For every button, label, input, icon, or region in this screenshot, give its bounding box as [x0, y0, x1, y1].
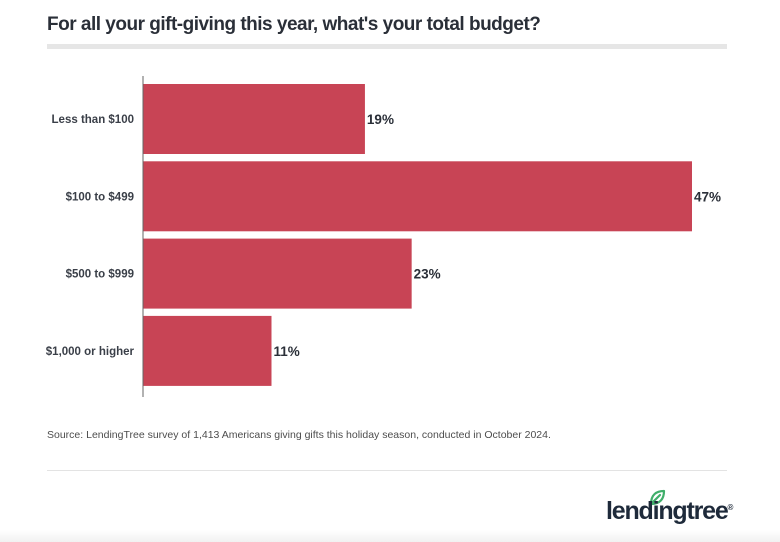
source-note: Source: LendingTree survey of 1,413 Amer…	[47, 429, 551, 441]
category-label-2: $500 to $999	[66, 269, 134, 281]
value-label-1: 47%	[694, 189, 721, 204]
bar-0	[143, 84, 365, 154]
bar-chart: Less than $100 19% $100 to $499 47% $500 to …	[46, 76, 721, 397]
category-label-3: $1,000 or higher	[46, 346, 135, 358]
lendingtree-logo: lendingtree®	[606, 497, 733, 526]
category-label-0: Less than $100	[52, 114, 134, 126]
bars-layer: Less than $100 19% $100 to $499 47% $500 to …	[46, 84, 721, 386]
value-label-0: 19%	[367, 112, 394, 127]
chart-title: For all your gift-giving this year, what…	[47, 14, 541, 35]
logo-text: lendingtree	[606, 497, 729, 525]
value-label-2: 23%	[414, 267, 441, 282]
bar-2	[143, 238, 412, 309]
bar-3	[143, 315, 272, 386]
value-label-3: 11%	[273, 344, 299, 359]
bar-1	[143, 161, 692, 232]
leaf-icon	[649, 489, 666, 506]
bottom-band	[0, 530, 780, 542]
footer-divider	[47, 470, 727, 471]
category-label-1: $100 to $499	[66, 191, 134, 203]
title-divider	[47, 44, 727, 49]
registered-mark: ®	[727, 503, 734, 512]
